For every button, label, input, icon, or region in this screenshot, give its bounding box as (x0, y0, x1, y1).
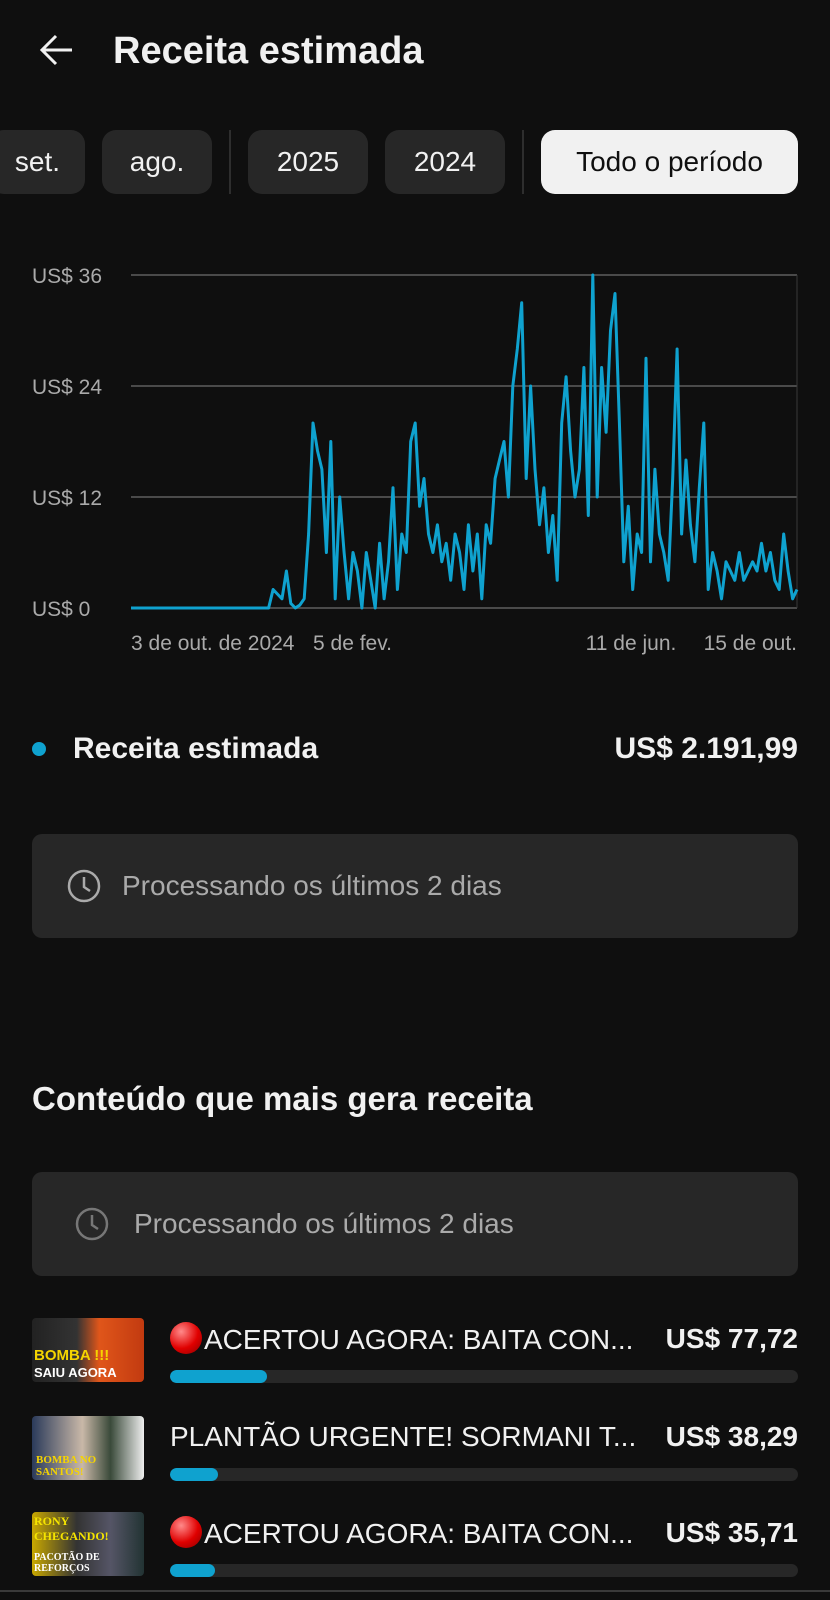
legend-label: Receita estimada (73, 732, 319, 765)
total-revenue: US$ 2.191,99 (614, 732, 798, 765)
bar-fill (170, 1468, 218, 1481)
divider (522, 130, 524, 194)
content-title-text: ACERTOU AGORA: BAITA CON... (204, 1324, 634, 1355)
filter-chip-2024[interactable]: 2024 (385, 130, 505, 194)
filter-chip-2025[interactable]: 2025 (248, 130, 368, 194)
clock-icon (75, 1207, 109, 1241)
content-title-text: PLANTÃO URGENTE! SORMANI T... (170, 1421, 637, 1452)
content-revenue: US$ 77,72 (665, 1323, 798, 1354)
revenue-line (131, 273, 799, 610)
video-thumbnail: RONY CHEGANDO! PACOTÃO DE REFORÇOS (32, 1512, 144, 1576)
y-tick-label: US$ 24 (32, 376, 102, 399)
thumb-caption: BOMBA !!! (34, 1347, 110, 1364)
content-title: PLANTÃO URGENTE! SORMANI T... (170, 1420, 640, 1454)
content-title: ACERTOU AGORA: BAITA CON... (170, 1322, 640, 1357)
y-tick-label: US$ 36 (32, 265, 102, 288)
revenue-share-bar (170, 1468, 798, 1481)
processing-text: Processando os últimos 2 dias (122, 870, 502, 901)
content-revenue: US$ 35,71 (665, 1517, 798, 1548)
filter-chip-set[interactable]: set. (0, 130, 85, 194)
revenue-chart: US$ 0 US$ 12 US$ 24 US$ 36 3 de out. de 2024… (32, 265, 799, 655)
x-tick-label: 3 de out. de 2024 (131, 632, 295, 655)
thumb-caption: RONY CHEGANDO! (34, 1514, 109, 1543)
red-circle-icon (170, 1516, 202, 1548)
bar-fill (170, 1564, 215, 1577)
y-tick-label: US$ 12 (32, 487, 102, 510)
divider (229, 130, 231, 194)
content-row[interactable]: BOMBA !!! SAIU AGORA ACERTOU AGORA: BAIT… (32, 1318, 798, 1384)
x-tick-label: 15 de out. (704, 632, 797, 655)
filter-chip-all-time[interactable]: Todo o período (541, 130, 798, 194)
content-row[interactable]: RONY CHEGANDO! PACOTÃO DE REFORÇOS ACERT… (32, 1512, 798, 1578)
processing-notice: Processando os últimos 2 dias (32, 834, 798, 938)
y-tick-label: US$ 0 (32, 598, 90, 621)
video-thumbnail: BOMBA !!! SAIU AGORA (32, 1318, 144, 1382)
divider (0, 1590, 830, 1592)
thumb-caption: BOMBA NO SANTOS! (36, 1454, 97, 1478)
back-button[interactable] (36, 28, 80, 72)
section-heading: Conteúdo que mais gera receita (32, 1080, 533, 1117)
content-title: ACERTOU AGORA: BAITA CON... (170, 1516, 640, 1551)
x-tick-label: 5 de fev. (313, 632, 392, 655)
processing-notice-content: Processando os últimos 2 dias (32, 1172, 798, 1276)
content-revenue: US$ 38,29 (665, 1421, 798, 1452)
red-circle-icon (170, 1322, 202, 1354)
revenue-share-bar (170, 1370, 798, 1383)
legend-dot (32, 742, 46, 756)
x-tick-label: 11 de jun. (586, 632, 677, 655)
period-filter-bar: set. ago. 2025 2024 Todo o período (0, 130, 830, 194)
thumb-caption: PACOTÃO DE REFORÇOS (34, 1552, 100, 1574)
page-title: Receita estimada (113, 30, 424, 72)
clock-icon (67, 869, 101, 903)
thumb-caption: SAIU AGORA (34, 1365, 117, 1380)
arrow-left-icon (39, 34, 72, 66)
content-title-text: ACERTOU AGORA: BAITA CON... (204, 1518, 634, 1549)
revenue-share-bar (170, 1564, 798, 1577)
bar-fill (170, 1370, 268, 1383)
processing-text: Processando os últimos 2 dias (134, 1208, 514, 1239)
content-row[interactable]: BOMBA NO SANTOS! PLANTÃO URGENTE! SORMAN… (32, 1416, 798, 1482)
video-thumbnail: BOMBA NO SANTOS! (32, 1416, 144, 1480)
filter-chip-ago[interactable]: ago. (102, 130, 212, 194)
